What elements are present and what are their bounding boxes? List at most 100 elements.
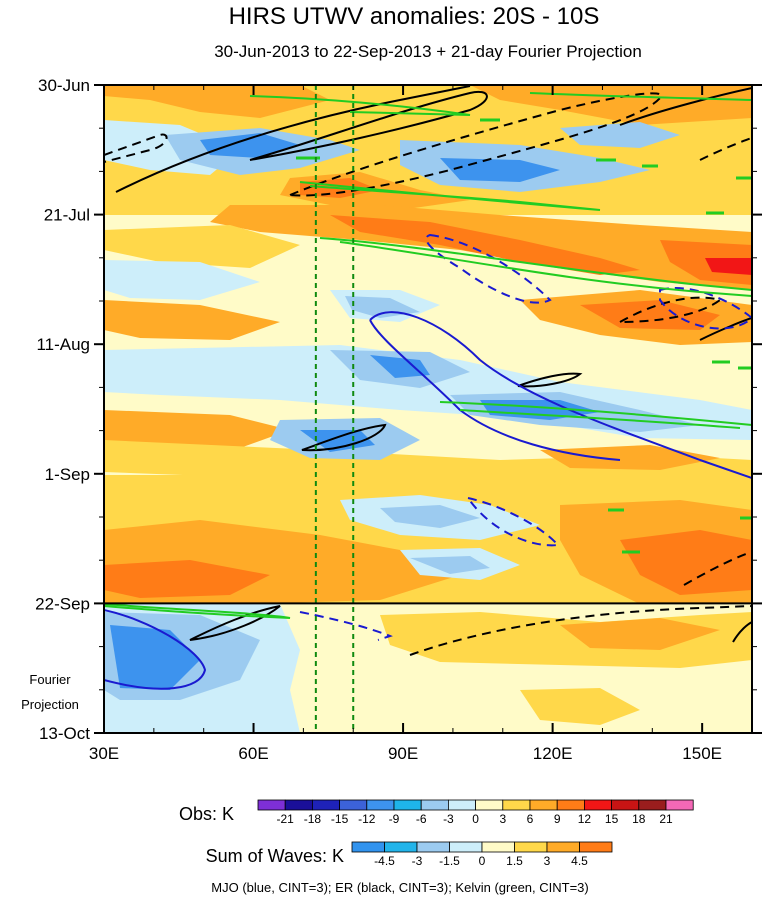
anomaly-patch [104, 440, 752, 485]
legend-level-label: -6 [416, 812, 427, 826]
anomaly-patch [104, 560, 270, 598]
chart-subtitle: 30-Jun-2013 to 22-Sep-2013 + 21-day Four… [214, 42, 642, 61]
anomaly-patch [410, 556, 490, 574]
legend-level-label: 1.5 [506, 854, 523, 868]
legend-swatch [311, 799, 340, 811]
y-axis: 30-Jun 21-Jul 11-Aug 1-Sep 22-Sep 13-Oct [35, 76, 762, 743]
legend-level-label: -4.5 [374, 854, 395, 868]
anomaly-patch [470, 85, 752, 125]
legend-level-label: -3 [412, 854, 423, 868]
obs-legend-label: Obs: K [179, 804, 234, 824]
anomaly-patch [104, 480, 300, 515]
legend-swatch [351, 841, 385, 853]
y-tick-label: 1-Sep [45, 465, 90, 484]
er-contour [732, 621, 752, 643]
legend-level-label: -12 [358, 812, 376, 826]
x-tick-label: 150E [682, 744, 722, 763]
legend-level-label: 15 [605, 812, 619, 826]
x-axis: 30E 60E 90E 120E 150E [89, 85, 722, 763]
legend-level-label: 3 [499, 812, 506, 826]
projection-label-line1: Fourier [29, 672, 71, 687]
y-tick-label: 21-Jul [44, 206, 90, 225]
legend-level-label: 9 [554, 812, 561, 826]
chart-title: HIRS UTWV anomalies: 20S - 10S [229, 3, 600, 30]
legend-level-label: 18 [632, 812, 646, 826]
plot-area [104, 85, 752, 733]
legend-swatch [638, 799, 667, 811]
mjo-contour [104, 609, 207, 690]
legend-swatch [579, 841, 613, 853]
kelvin-contour [249, 95, 471, 116]
legend-level-label: 0 [479, 854, 486, 868]
contour-caption: MJO (blue, CINT=3); ER (black, CINT=3); … [211, 880, 588, 895]
legend-swatch [584, 799, 613, 811]
kelvin-contour [104, 603, 291, 619]
anomaly-patch [104, 85, 330, 118]
anomaly-patch [104, 225, 300, 268]
mjo-contour [299, 611, 393, 641]
er-contour [289, 92, 663, 197]
legend-swatch [416, 841, 450, 853]
er-contour [517, 372, 583, 388]
kelvin-contour [459, 409, 741, 429]
anomaly-patch [660, 240, 752, 285]
legend-level-label: -9 [389, 812, 400, 826]
mjo-contour [369, 311, 752, 479]
y-tick-label: 13-Oct [39, 724, 90, 743]
mjo-contour [659, 287, 752, 330]
legend-level-label: 3 [544, 854, 551, 868]
anomaly-patch [104, 300, 280, 340]
waves-legend: -4.5 -3 -1.5 0 1.5 3 4.5 [351, 841, 613, 868]
legend-swatch [556, 799, 585, 811]
reference-longitude-lines [314, 85, 355, 733]
kelvin-contour [529, 92, 752, 101]
kelvin-contour [299, 181, 601, 211]
legend-level-label: 12 [578, 812, 592, 826]
anomaly-patch [560, 122, 680, 148]
kelvin-small-contours [296, 118, 752, 554]
legend-swatch [546, 841, 580, 853]
x-tick-label: 90E [388, 744, 418, 763]
legend-swatch [665, 799, 694, 811]
er-contour [699, 317, 752, 341]
anomaly-patch [370, 355, 430, 378]
x-tick-label: 30E [89, 744, 119, 763]
x-tick-label: 60E [238, 744, 268, 763]
anomaly-patch [380, 612, 752, 668]
kelvin-contour [439, 401, 752, 426]
anomaly-patch [520, 688, 640, 725]
legend-swatch [529, 799, 558, 811]
kelvin-contour [339, 241, 752, 297]
anomaly-patch [104, 260, 260, 300]
y-tick-label: 11-Aug [36, 335, 90, 354]
legend-swatch [449, 841, 483, 853]
er-contour [189, 605, 281, 641]
legend-level-label: 0 [472, 812, 479, 826]
kelvin-contour [319, 237, 752, 291]
legend-swatch [514, 841, 548, 853]
legend-swatch [502, 799, 531, 811]
mjo-contour [465, 496, 561, 547]
er-contour [699, 137, 752, 161]
legend-swatch [339, 799, 368, 811]
legend-swatch [384, 841, 418, 853]
er-contour [683, 551, 752, 586]
legend-swatch [420, 799, 449, 811]
wave-contours [104, 85, 752, 690]
er-contour [619, 87, 752, 126]
anomaly-field [104, 85, 752, 733]
x-tick-label: 120E [533, 744, 573, 763]
legend-level-label: 6 [527, 812, 534, 826]
er-contour [301, 423, 387, 452]
anomaly-patch [330, 215, 640, 275]
obs-legend: -21 -18 -15 -12 -9 -6 -3 0 3 6 9 12 15 18 21 [257, 799, 694, 826]
legend-swatch [284, 799, 313, 811]
legend-level-label: 21 [659, 812, 673, 826]
anomaly-patch [560, 618, 720, 650]
legend-level-label: -18 [304, 812, 322, 826]
legend-swatch [475, 799, 504, 811]
anomaly-patch [380, 505, 480, 528]
legend-level-label: 4.5 [571, 854, 588, 868]
legend-level-label: -3 [443, 812, 454, 826]
